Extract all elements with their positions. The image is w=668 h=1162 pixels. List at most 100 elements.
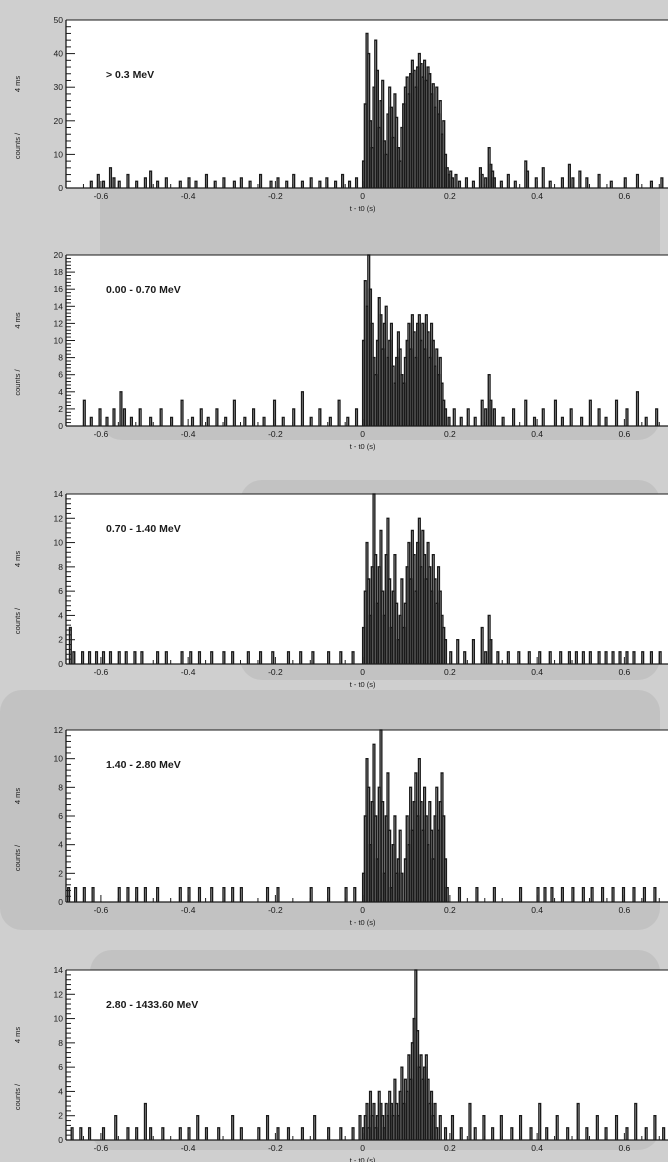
- histogram-bin: [580, 416, 584, 426]
- histogram-bin: [496, 651, 500, 664]
- y-axis-unit-label: 4 ms: [13, 76, 22, 93]
- histogram-bin: [67, 886, 71, 902]
- histogram-bin: [452, 408, 456, 426]
- panel-energy-label: 0.00 - 0.70 MeV: [106, 284, 181, 296]
- histogram-bin: [354, 408, 359, 426]
- histogram-bin: [313, 1115, 317, 1140]
- x-tick-label: -0.2: [268, 905, 283, 915]
- histogram-bin: [272, 399, 277, 426]
- histogram-bin: [197, 886, 202, 902]
- histogram-bin: [112, 177, 116, 188]
- panel-energy-label: 0.70 - 1.40 MeV: [106, 523, 181, 535]
- histogram-bin: [548, 180, 552, 188]
- histogram-bin: [372, 1102, 376, 1140]
- x-axis-label: t - t0 (s): [350, 442, 376, 451]
- histogram-bin: [239, 177, 243, 188]
- histogram-bin: [196, 1115, 200, 1140]
- histogram-bin: [625, 1127, 629, 1140]
- histogram-bin: [89, 180, 93, 188]
- histogram-bin: [180, 651, 184, 664]
- y-tick-label: 10: [54, 336, 64, 346]
- histogram-bin: [70, 1127, 74, 1140]
- y-tick-label: 12: [54, 989, 64, 999]
- x-tick-label: -0.2: [268, 191, 283, 201]
- histogram-bin: [443, 1127, 448, 1140]
- histogram-bin: [653, 886, 657, 902]
- y-tick-label: 2: [58, 1111, 63, 1121]
- histogram-bin: [327, 1127, 331, 1140]
- x-tick-label: -0.4: [181, 429, 196, 439]
- histogram-bin: [129, 416, 134, 426]
- x-tick-label: -0.4: [181, 667, 196, 677]
- histogram-bin: [72, 651, 76, 664]
- histogram-bin: [194, 180, 198, 188]
- histogram-bin: [484, 408, 488, 426]
- histogram-bin: [578, 170, 582, 188]
- histogram-bin: [634, 1102, 638, 1140]
- histogram-bin: [567, 163, 571, 188]
- histogram-bin: [190, 416, 195, 426]
- histogram-bin: [258, 173, 263, 188]
- histogram-bin: [524, 399, 528, 426]
- histogram-bin: [114, 1115, 118, 1140]
- y-tick-label: 50: [54, 15, 64, 25]
- x-tick-label: 0.4: [531, 667, 543, 677]
- histogram-bin: [178, 1127, 182, 1140]
- x-tick-label: 0.6: [618, 905, 630, 915]
- histogram-bin: [81, 651, 85, 664]
- histogram-bin: [334, 180, 338, 188]
- y-axis-label: counts /: [13, 607, 22, 634]
- plot-area: [66, 970, 668, 1140]
- histogram-bin: [358, 1115, 362, 1140]
- histogram-bin: [604, 416, 608, 426]
- histogram-bin: [518, 886, 523, 902]
- histogram-bin: [653, 1115, 657, 1140]
- histogram-bin: [231, 1115, 235, 1140]
- histogram-bin: [543, 886, 547, 902]
- histogram-bin: [595, 1115, 599, 1140]
- x-tick-label: 0.4: [531, 429, 543, 439]
- histogram-bin: [457, 180, 462, 188]
- histogram-bin: [281, 416, 285, 426]
- x-axis-label: t - t0 (s): [350, 204, 376, 213]
- histogram-bin: [224, 416, 228, 426]
- histogram-bin: [649, 651, 653, 664]
- histogram-bin: [300, 1127, 305, 1140]
- histogram-bin: [644, 416, 648, 426]
- histogram-panel-1: 0 10 20 30 40 50 -0.6 -0.4 -0.2 0 0.2 0.4 0.6 t - t0 …: [13, 15, 668, 213]
- histogram-bin: [178, 886, 182, 902]
- histogram-bin: [459, 1127, 463, 1140]
- histogram-bin: [96, 173, 100, 188]
- histogram-bin: [252, 408, 256, 426]
- histogram-bin: [588, 399, 592, 426]
- histogram-bin: [101, 651, 106, 664]
- histogram-bin: [353, 886, 357, 902]
- histogram-bin: [532, 416, 537, 426]
- histogram-bin: [351, 1127, 355, 1140]
- histogram-bin: [621, 886, 626, 902]
- histogram-bin: [527, 651, 531, 664]
- histogram-bin: [388, 829, 392, 902]
- x-axis-label: t - t0 (s): [350, 918, 376, 927]
- histogram-bin: [265, 886, 270, 902]
- y-tick-label: 30: [54, 82, 64, 92]
- histogram-bin: [381, 79, 385, 188]
- x-tick-label: 0.6: [618, 191, 630, 201]
- histogram-bin: [337, 399, 341, 426]
- histogram-bin: [541, 408, 545, 426]
- y-tick-label: 6: [58, 370, 63, 380]
- histogram-bin: [662, 1127, 666, 1140]
- histogram-bin: [309, 177, 313, 188]
- x-tick-label: 0.6: [618, 667, 630, 677]
- x-tick-label: -0.6: [94, 429, 109, 439]
- histogram-bin: [126, 886, 130, 902]
- histogram-bin: [609, 180, 613, 188]
- histogram-bin: [156, 651, 160, 664]
- histogram-panel-3: 0 2 4 6 8 10 12 14 -0.6 -0.4 -0.2 0 0.2 0.4 0.6 t - t0 …: [13, 489, 668, 689]
- histogram-bin: [239, 1127, 243, 1140]
- histogram-bin: [258, 651, 263, 664]
- x-tick-label: 0.2: [444, 667, 456, 677]
- histogram-bin: [484, 177, 488, 188]
- histogram-bin: [438, 1115, 442, 1140]
